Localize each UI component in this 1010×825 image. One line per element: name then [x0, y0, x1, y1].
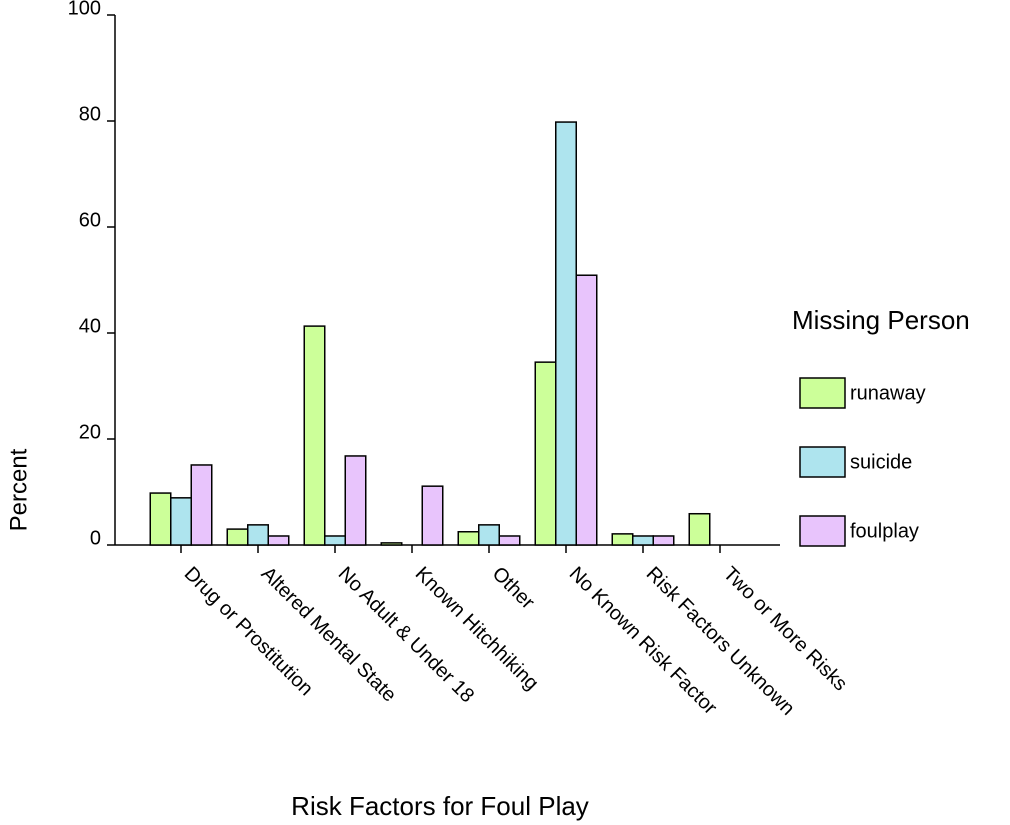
bar: [149, 492, 172, 546]
bar: [611, 533, 634, 546]
y-tick-label: 60: [79, 209, 101, 231]
bar: [457, 531, 480, 546]
bar: [380, 542, 403, 546]
bar: [247, 524, 269, 546]
legend-label: runaway: [850, 382, 926, 404]
bar: [688, 512, 711, 546]
legend-swatch: [799, 446, 846, 478]
x-tick-label: Other: [488, 563, 539, 614]
y-tick-label: 20: [79, 421, 101, 443]
x-tick-label: Risk Factors Unknown: [642, 563, 799, 720]
bar: [324, 535, 346, 546]
bar: [478, 524, 500, 546]
x-tick-label: No Adult & Under 18: [334, 563, 478, 707]
bar: [534, 361, 557, 546]
legend-label: foulplay: [850, 520, 919, 542]
bar: [303, 325, 326, 546]
bar: [498, 535, 521, 546]
legend-label: suicide: [850, 451, 912, 473]
bar: [170, 497, 192, 546]
y-tick-label: 100: [68, 0, 101, 19]
bar: [226, 528, 249, 546]
bar: [652, 535, 675, 546]
bar: [344, 455, 367, 546]
x-tick-label: No Known Risk Factor: [565, 563, 721, 719]
y-tick-label: 40: [79, 315, 101, 337]
x-tick-label: Two or More Risks: [719, 563, 852, 696]
y-axis-label: Percent: [5, 448, 32, 531]
bar: [555, 121, 577, 546]
legend-title: Missing Person: [792, 305, 970, 335]
y-tick-label: 0: [90, 527, 101, 549]
bar: [632, 535, 654, 546]
y-tick-label: 80: [79, 103, 101, 125]
legend-swatch: [799, 377, 846, 409]
legend-swatch: [799, 515, 846, 547]
bar: [575, 274, 598, 546]
x-tick-label: Drug or Prostitution: [180, 563, 317, 700]
bar: [421, 485, 444, 546]
x-axis-label: Risk Factors for Foul Play: [291, 791, 589, 821]
bar: [267, 535, 290, 546]
bar: [190, 464, 213, 546]
x-tick-label: Altered Mental State: [257, 563, 401, 707]
